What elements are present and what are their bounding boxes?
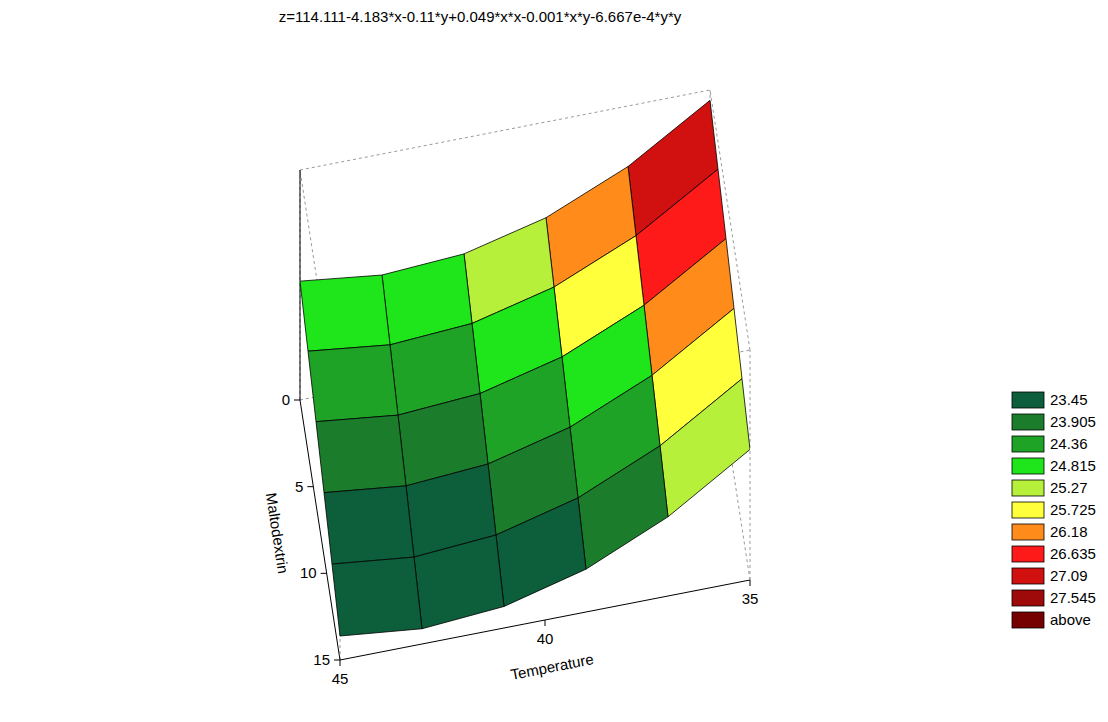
legend-label: 24.36 bbox=[1050, 435, 1088, 452]
legend-label: 25.725 bbox=[1050, 501, 1096, 518]
legend-label: above bbox=[1050, 611, 1091, 628]
y-axis-title: Maltodextrin bbox=[263, 491, 292, 574]
legend-swatch bbox=[1012, 546, 1044, 562]
legend-label: 25.27 bbox=[1050, 479, 1088, 496]
y-tick-label: 15 bbox=[313, 651, 330, 668]
surface-cell bbox=[496, 498, 586, 607]
surface-cell bbox=[660, 379, 750, 517]
legend-label: 27.545 bbox=[1050, 589, 1096, 606]
legend-swatch bbox=[1012, 414, 1044, 430]
legend-label: 24.815 bbox=[1050, 457, 1096, 474]
legend-swatch bbox=[1012, 524, 1044, 540]
chart: 45 40 35 0 5 10 15 Temperature Maltodextrin z=114… bbox=[0, 0, 1108, 722]
surface-cell bbox=[332, 557, 422, 636]
y-tick bbox=[294, 400, 300, 401]
box-edge bbox=[750, 350, 751, 580]
x-tick-label: 40 bbox=[537, 630, 554, 647]
surface-cell bbox=[316, 415, 406, 493]
legend-swatch bbox=[1012, 458, 1044, 474]
y-tick-label: 0 bbox=[282, 391, 290, 408]
legend-swatch bbox=[1012, 612, 1044, 628]
y-tick bbox=[307, 486, 313, 487]
legend-label: 26.635 bbox=[1050, 545, 1096, 562]
legend-swatch bbox=[1012, 502, 1044, 518]
legend-label: 23.905 bbox=[1050, 413, 1096, 430]
x-tick bbox=[340, 660, 341, 666]
legend-swatch bbox=[1012, 568, 1044, 584]
y-tick bbox=[334, 660, 340, 661]
x-tick bbox=[750, 580, 751, 586]
legend-label: 27.09 bbox=[1050, 567, 1088, 584]
y-tick-label: 10 bbox=[300, 564, 317, 581]
y-tick bbox=[321, 573, 327, 574]
surface-cell bbox=[300, 275, 390, 351]
y-tick-label: 5 bbox=[295, 478, 303, 495]
legend bbox=[1012, 392, 1044, 628]
x-tick bbox=[545, 620, 546, 626]
surface-cell bbox=[324, 486, 414, 564]
legend-swatch bbox=[1012, 590, 1044, 606]
surface-cell bbox=[308, 345, 398, 422]
box bbox=[300, 90, 750, 660]
legend-label: 23.45 bbox=[1050, 391, 1088, 408]
surface-cell bbox=[578, 446, 668, 569]
surface-cell bbox=[414, 535, 504, 629]
x-axis-title: Temperature bbox=[509, 650, 595, 683]
legend-label: 26.18 bbox=[1050, 523, 1088, 540]
x-tick-label: 35 bbox=[742, 590, 759, 607]
x-tick-label: 45 bbox=[332, 670, 349, 687]
chart-title: z=114.111-4.183*x-0.11*y+0.049*x*x-0.001… bbox=[279, 8, 682, 25]
legend-swatch bbox=[1012, 480, 1044, 496]
legend-swatch bbox=[1012, 392, 1044, 408]
surface bbox=[300, 100, 750, 636]
legend-swatch bbox=[1012, 436, 1044, 452]
